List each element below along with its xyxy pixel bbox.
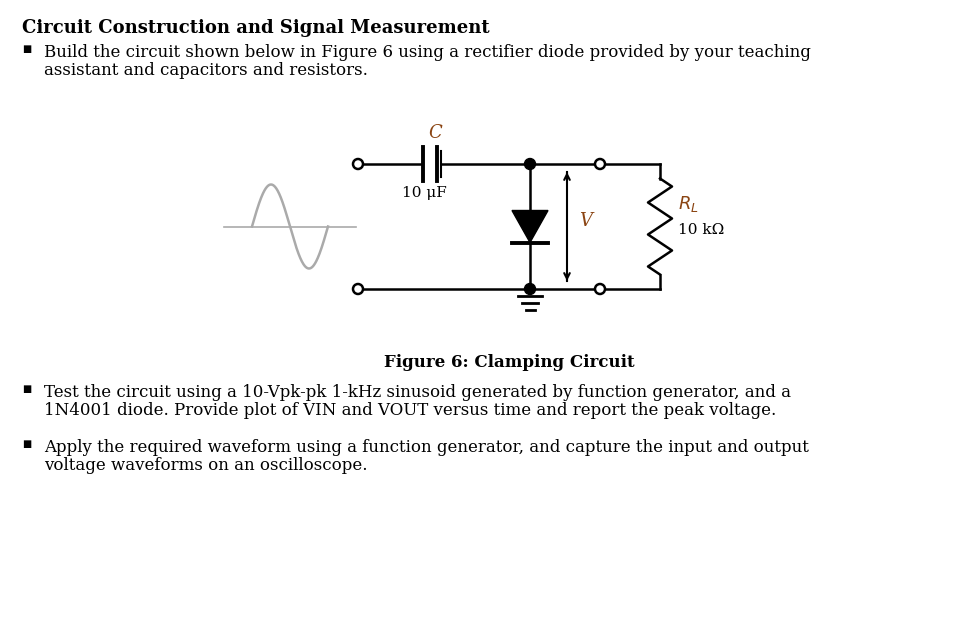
Text: assistant and capacitors and resistors.: assistant and capacitors and resistors. bbox=[44, 62, 367, 79]
Text: ■: ■ bbox=[22, 44, 31, 54]
Text: Apply the required waveform using a function generator, and capture the input an: Apply the required waveform using a func… bbox=[44, 439, 808, 456]
Text: Circuit Construction and Signal Measurement: Circuit Construction and Signal Measurem… bbox=[22, 19, 489, 37]
Circle shape bbox=[524, 158, 536, 170]
Text: $R_L$: $R_L$ bbox=[678, 194, 699, 215]
Text: Test the circuit using a 10-Vpk-pk 1-kHz sinusoid generated by function generato: Test the circuit using a 10-Vpk-pk 1-kHz… bbox=[44, 384, 791, 401]
Text: voltage waveforms on an oscilloscope.: voltage waveforms on an oscilloscope. bbox=[44, 457, 367, 474]
Circle shape bbox=[353, 159, 363, 169]
Circle shape bbox=[353, 284, 363, 294]
Text: 10 μF: 10 μF bbox=[402, 186, 447, 200]
Text: ■: ■ bbox=[22, 439, 31, 449]
Text: Figure 6: Clamping Circuit: Figure 6: Clamping Circuit bbox=[384, 354, 634, 371]
Circle shape bbox=[595, 284, 605, 294]
Text: 1N4001 diode. Provide plot of VIN and VOUT versus time and report the peak volta: 1N4001 diode. Provide plot of VIN and VO… bbox=[44, 402, 777, 419]
Circle shape bbox=[524, 284, 536, 295]
Text: V: V bbox=[579, 212, 592, 230]
Text: 10 kΩ: 10 kΩ bbox=[678, 222, 724, 236]
Text: ■: ■ bbox=[22, 384, 31, 394]
Polygon shape bbox=[512, 210, 548, 243]
Text: C: C bbox=[428, 124, 442, 142]
Circle shape bbox=[595, 159, 605, 169]
Text: Build the circuit shown below in Figure 6 using a rectifier diode provided by yo: Build the circuit shown below in Figure … bbox=[44, 44, 811, 61]
